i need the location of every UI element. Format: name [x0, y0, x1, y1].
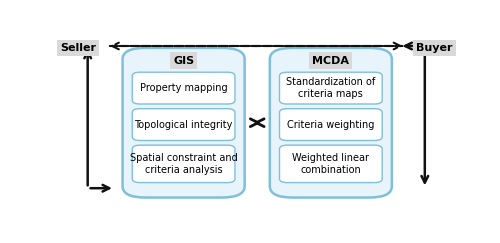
- Text: Seller: Seller: [60, 43, 96, 53]
- FancyBboxPatch shape: [270, 48, 392, 198]
- FancyBboxPatch shape: [280, 109, 382, 140]
- FancyBboxPatch shape: [132, 109, 235, 140]
- FancyBboxPatch shape: [280, 145, 382, 182]
- Text: Topological integrity: Topological integrity: [134, 120, 233, 130]
- Text: MCDA: MCDA: [312, 56, 350, 66]
- Text: Buyer: Buyer: [416, 43, 453, 53]
- FancyBboxPatch shape: [280, 72, 382, 104]
- Text: Weighted linear
combination: Weighted linear combination: [292, 153, 370, 175]
- FancyBboxPatch shape: [122, 48, 244, 198]
- Text: Standardization of
criteria maps: Standardization of criteria maps: [286, 77, 376, 99]
- Text: Property mapping: Property mapping: [140, 83, 228, 93]
- FancyBboxPatch shape: [132, 145, 235, 182]
- FancyBboxPatch shape: [132, 72, 235, 104]
- Text: Criteria weighting: Criteria weighting: [287, 120, 374, 130]
- Text: GIS: GIS: [173, 56, 194, 66]
- Text: Spatial constraint and
criteria analysis: Spatial constraint and criteria analysis: [130, 153, 238, 175]
